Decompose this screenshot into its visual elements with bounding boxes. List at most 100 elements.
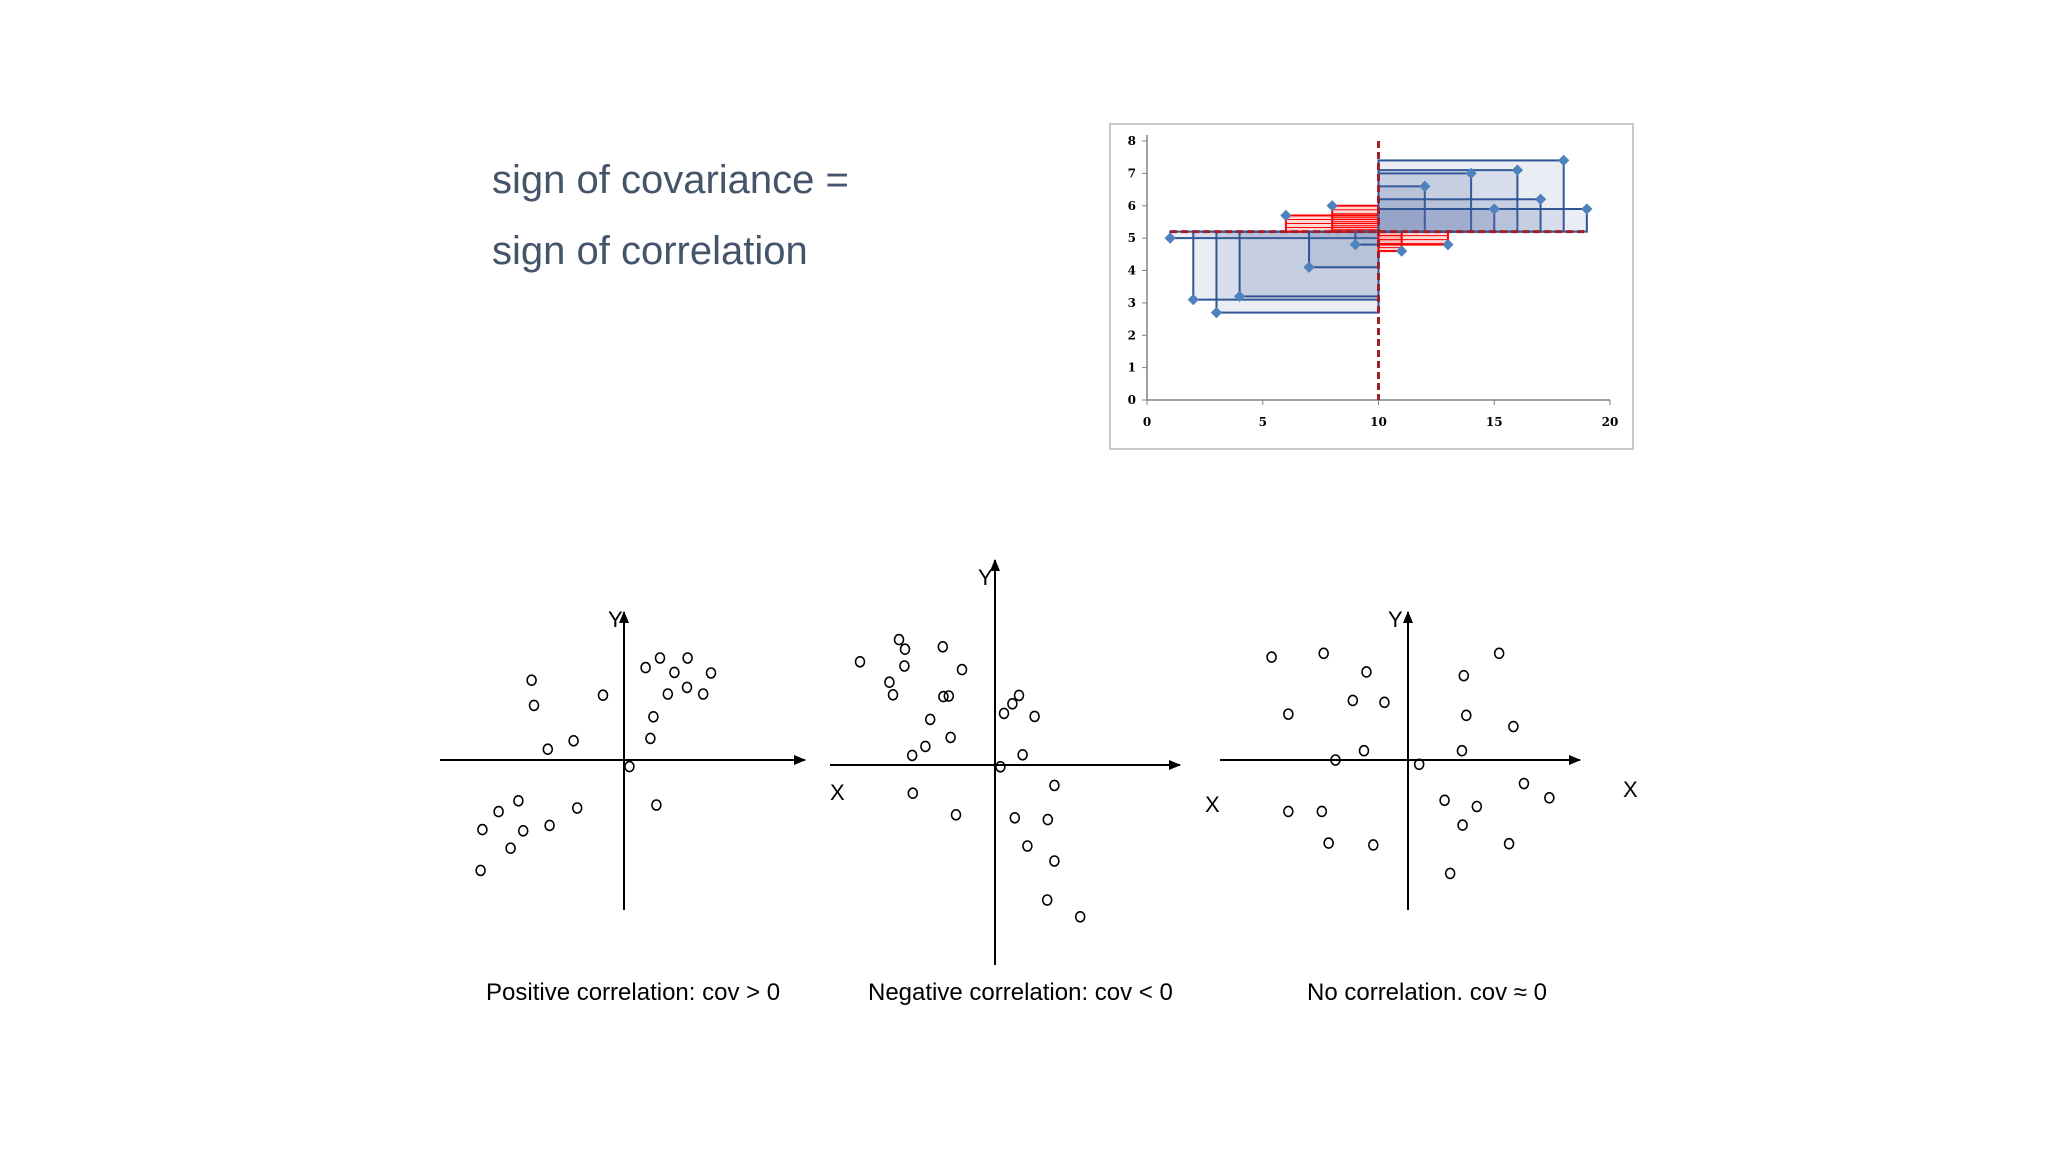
y-axis-label: Y [608, 607, 623, 632]
scatter-point [651, 799, 662, 811]
y-tick-label: 8 [1128, 134, 1136, 148]
scatter-point [517, 825, 529, 837]
scatter-point [1456, 744, 1468, 757]
scatter-point [937, 641, 949, 653]
positive-correlation-plot: XY [440, 607, 845, 910]
scatter-point [1323, 837, 1334, 849]
scatter-point [1518, 777, 1530, 790]
scatter-point [513, 795, 524, 807]
scatter-point [1042, 813, 1054, 826]
y-axis-label: Y [978, 565, 993, 590]
covariance-rectangles-chart: 0 1 2 3 4 5 6 7 8 0 5 10 15 20 [1109, 123, 1634, 450]
scatter-point [662, 688, 674, 700]
scatter-point [624, 760, 635, 773]
scatter-point [526, 674, 537, 686]
scatter-point [899, 643, 911, 655]
x-tick-label: 5 [1259, 415, 1267, 429]
y-tick-label: 0 [1128, 393, 1136, 407]
scatter-point [1017, 749, 1028, 761]
scatter-point [697, 688, 709, 700]
caption-none: No correlation. cov ≈ 0 [1307, 979, 1547, 1006]
data-point [1534, 193, 1547, 205]
scatter-point [854, 656, 866, 668]
scatter-point [893, 633, 905, 646]
scatter-point [681, 681, 693, 694]
scatter-point [1049, 855, 1060, 867]
scatter-point [1444, 867, 1456, 880]
scatter-point [654, 652, 666, 664]
scatter-point [998, 707, 1010, 720]
scatter-point [938, 690, 949, 703]
scatter-point [924, 713, 936, 726]
y-tick-label: 1 [1128, 361, 1136, 375]
covariance-chart-svg: 0 1 2 3 4 5 6 7 8 0 5 10 15 20 [1128, 134, 1619, 429]
data-point [1303, 261, 1315, 273]
caption-negative: Negative correlation: cov < 0 [868, 979, 1173, 1006]
scatter-point [950, 808, 962, 821]
scatter-point [1493, 647, 1505, 660]
scatter-point [1367, 839, 1379, 851]
y-tick-label: 3 [1128, 296, 1136, 310]
scatter-point [1007, 698, 1018, 710]
scatter-point [1413, 758, 1425, 771]
scatter-point [648, 711, 659, 723]
scatter-point [1458, 669, 1470, 682]
scatter-point [1013, 689, 1025, 702]
y-tick-label: 2 [1128, 328, 1136, 342]
scatter-point [597, 689, 609, 701]
scatter-point [568, 735, 579, 747]
scatter-point [920, 740, 931, 753]
scatter-point [1266, 651, 1277, 663]
scatter-point [1508, 720, 1519, 733]
scatter-point [1439, 794, 1450, 807]
y-tick-label: 7 [1128, 166, 1136, 180]
scatter-point [528, 699, 540, 712]
x-axis-label: X [1623, 777, 1638, 802]
scatter-point [884, 676, 895, 688]
x-tick-label: 0 [1143, 415, 1151, 429]
scatter-point [1503, 837, 1515, 850]
scatter-point [1049, 779, 1060, 792]
y-axis-label: Y [1388, 607, 1403, 632]
positive-area-rect [1308, 230, 1380, 269]
data-point [1488, 203, 1500, 215]
scatter-point [907, 787, 919, 799]
y-tick-label: 4 [1128, 264, 1136, 278]
scatter-point [899, 660, 910, 672]
positive-area-rect [1377, 198, 1542, 233]
scatter-point [477, 823, 488, 836]
positive-area-rect [1377, 207, 1588, 233]
heading-line-1: sign of covariance = [492, 158, 849, 202]
scatter-point [542, 743, 554, 755]
data-point [1442, 238, 1454, 251]
scatter-point [1358, 744, 1370, 757]
scatter-point [544, 819, 555, 832]
no-correlation-plot: XY [1220, 607, 1638, 910]
scatter-point [1283, 805, 1294, 818]
scatter-point [640, 661, 651, 674]
scatter-point [682, 652, 693, 664]
scatter-point [1544, 792, 1555, 804]
x-tick-label: 20 [1602, 415, 1619, 429]
x-axis-label: X [830, 780, 845, 805]
scatter-point [1361, 666, 1372, 678]
scatter-point [1283, 708, 1294, 720]
scatter-point [887, 689, 899, 701]
negative-correlation-plot: XY [830, 559, 1220, 965]
y-tick-label: 5 [1128, 231, 1136, 245]
scatter-point [1074, 910, 1086, 923]
scatter-point [1041, 894, 1053, 906]
scatter-point [943, 690, 955, 702]
x-tick-label: 15 [1486, 415, 1503, 429]
x-axis-label: X [1205, 792, 1220, 817]
y-tick-label: 6 [1128, 199, 1136, 213]
scatter-point [1318, 647, 1329, 660]
scatter-point [493, 805, 504, 818]
scatter-point [1009, 811, 1021, 824]
scatter-point [571, 802, 583, 814]
scatter-point [1022, 840, 1033, 852]
scatter-point [1379, 696, 1390, 709]
scatter-point [645, 732, 656, 745]
scatter-point [956, 663, 968, 676]
heading-line-2: sign of correlation [492, 229, 808, 273]
